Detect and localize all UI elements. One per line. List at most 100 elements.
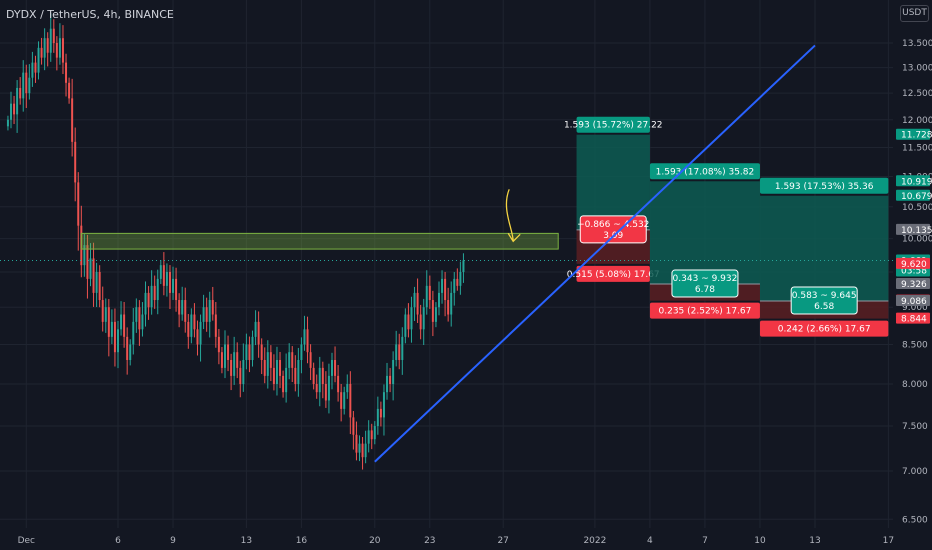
symbol-title[interactable]: DYDX / TetherUS, 4h, BINANCE: [6, 8, 174, 21]
candle-body: [162, 265, 165, 286]
center-label-bottom: 6.58: [814, 302, 834, 312]
position-tool: 1.593 (17.08%) 35.82 0.235 (2.52%) 17.67 0…: [649, 163, 760, 319]
center-label-top: −0.866 ~ 4.532: [577, 220, 649, 230]
candle-body: [450, 292, 453, 315]
center-label-bg: [790, 286, 858, 315]
candle-body: [275, 359, 278, 384]
price-tag-value: 10.135: [901, 226, 932, 236]
price-tag-value: 10.919: [901, 177, 932, 187]
candle-body: [269, 352, 272, 368]
candle-body: [52, 28, 55, 43]
candle-body: [120, 314, 123, 330]
candle-body: [135, 307, 138, 322]
y-tick-label: 13.000: [902, 64, 932, 74]
candle-body: [349, 383, 352, 418]
candle-body: [413, 292, 416, 308]
price-tag-bg: [896, 295, 930, 307]
candle-body: [297, 359, 300, 384]
x-tick-label: 23: [424, 536, 435, 546]
candle-body: [199, 321, 202, 345]
y-tick-label: 13.500: [902, 39, 932, 49]
candle-body: [10, 103, 12, 120]
candle-body: [117, 329, 119, 353]
target-label-text: 1.593 (15.72%) 27.22: [564, 121, 663, 131]
candle-body: [19, 87, 22, 99]
candle-body: [86, 245, 89, 279]
candle-body: [107, 307, 110, 337]
stop-label-bg: [576, 265, 650, 282]
y-tick-label: 12.000: [902, 116, 932, 126]
grid: [0, 0, 893, 528]
candle-body: [43, 38, 46, 58]
candle-body: [245, 344, 248, 360]
candle-body: [419, 314, 422, 330]
candle-body: [168, 271, 171, 293]
candle-body: [456, 278, 459, 286]
x-tick-label: Dec: [18, 536, 35, 546]
candle-body: [202, 307, 205, 322]
candle-body: [175, 278, 178, 301]
target-label-bg: [759, 177, 889, 194]
stop-label: 0.515 (5.08%) 17.67: [567, 265, 660, 282]
price-tag: 11.728: [896, 128, 932, 141]
price-tag-value: 11.728: [901, 131, 932, 141]
candle-body: [205, 307, 208, 322]
price-tag: 10.679: [896, 189, 932, 202]
x-tick-label: 9: [170, 536, 176, 546]
candle-body: [126, 336, 129, 360]
candle-body: [428, 285, 431, 301]
candle-body: [462, 260, 465, 272]
x-axis: Dec 6 9 13 16 20 23 27 2022 4 7 10 13 17: [18, 536, 895, 546]
candle-body: [22, 72, 25, 99]
price-tag-value: 9.326: [901, 280, 927, 290]
candle-body: [395, 344, 398, 360]
price-tag: 9.326: [896, 278, 930, 290]
target-zone: [759, 195, 889, 302]
candle-body: [291, 352, 294, 368]
candle-body: [172, 278, 175, 293]
candle-body: [40, 47, 43, 58]
candle-body: [352, 417, 355, 435]
x-tick-label: 27: [497, 536, 508, 546]
target-label-text: 1.593 (17.08%) 35.82: [656, 167, 755, 177]
candle-body: [367, 430, 370, 444]
candle-body: [434, 307, 437, 322]
candle-body: [337, 375, 340, 393]
candle-body: [404, 314, 407, 337]
candle-body: [187, 321, 190, 337]
candle-body: [358, 443, 361, 453]
price-tag-bg: [896, 223, 930, 235]
currency-badge[interactable]: USDT: [900, 5, 929, 22]
candle-body: [178, 300, 181, 315]
x-tick-label: 2022: [583, 536, 606, 546]
candle-body: [453, 278, 456, 293]
target-label: 1.593 (15.72%) 27.22: [564, 116, 663, 133]
price-tag-bg: [896, 175, 930, 187]
stop-label-text: 0.235 (2.52%) 17.67: [659, 307, 752, 317]
price-tag: 10.919: [896, 175, 932, 187]
candle-body: [227, 344, 230, 360]
price-tag-bg: [896, 257, 930, 269]
candle-body: [138, 307, 141, 330]
target-label-bg: [576, 116, 650, 133]
candle-body: [327, 375, 330, 401]
center-label-top: 0.343 ~ 9.932: [673, 274, 738, 284]
candle-body: [236, 352, 239, 368]
candle-body: [306, 329, 309, 353]
candle-body: [441, 278, 444, 293]
candle-body: [147, 292, 150, 308]
y-tick-label: 7.500: [902, 422, 928, 432]
candle-body: [101, 300, 104, 322]
y-axis: 13.50013.00012.50012.00011.50011.00010.5…: [902, 39, 932, 525]
candle-body: [370, 430, 373, 440]
candle-body: [382, 392, 385, 418]
target-zone: [649, 181, 760, 285]
candle-body: [34, 62, 37, 73]
candle-body: [288, 352, 291, 368]
candle-body: [437, 292, 440, 308]
price-tag: 9.086: [896, 295, 930, 307]
price-tag: 9.620: [896, 257, 930, 270]
